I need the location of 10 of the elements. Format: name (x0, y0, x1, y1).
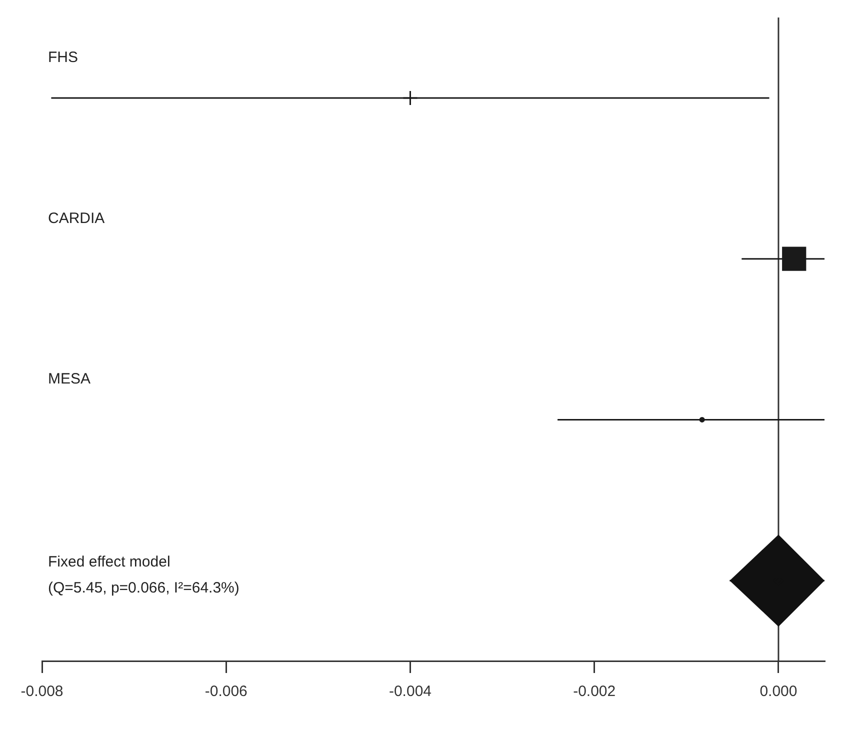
x-tick-label: -0.002 (573, 683, 616, 700)
y-tick-label: CARDIA (48, 210, 105, 227)
annotation: (Q=5.45, p=0.066, I²=64.3%) (48, 580, 240, 597)
x-tick-label: 0.000 (760, 683, 798, 700)
x-tick-label: -0.004 (388, 683, 432, 700)
x-tick-label: -0.006 (204, 683, 248, 700)
y-tick-label: MESA (48, 370, 91, 388)
y-tick-label: Fixed effect model (48, 554, 170, 571)
x-tick-label: -0.008 (20, 683, 64, 700)
y-tick-label: FHS (48, 48, 78, 66)
